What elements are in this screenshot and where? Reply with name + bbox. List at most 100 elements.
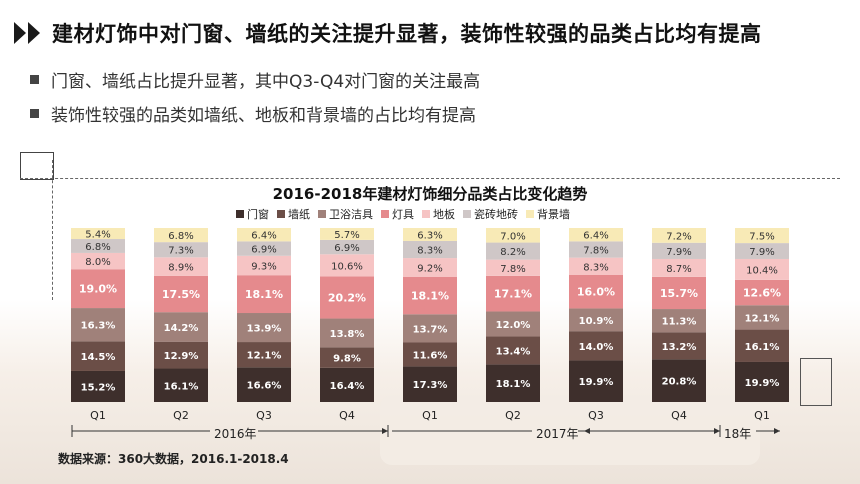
bullet-item: 装饰性较强的品类如墙纸、地板和背景墙的占比均有提高 [30, 96, 480, 130]
background-sofa [380, 395, 760, 465]
arrow-head-icon [382, 428, 388, 434]
year-label: 2017年 [536, 427, 579, 441]
data-label: 20.2% [328, 291, 366, 304]
legend-item: 地板 [422, 206, 455, 222]
data-label: 6.3% [417, 230, 442, 241]
data-label: 6.4% [251, 231, 276, 242]
bar-segment [652, 242, 706, 259]
category-label: Q2 [505, 409, 521, 422]
data-label: 14.0% [579, 342, 614, 353]
data-label: 15.2% [81, 382, 116, 393]
legend-item: 墙纸 [277, 206, 310, 222]
bar-segment [486, 336, 540, 365]
bar-segment [403, 258, 457, 277]
arrow-head-icon [584, 428, 590, 434]
category-label: Q1 [422, 409, 438, 422]
bar-segment [237, 275, 291, 314]
bar-segment [320, 318, 374, 348]
bar-segment [486, 311, 540, 337]
bar-segment [237, 255, 291, 276]
data-label: 16.6% [247, 381, 282, 392]
bar-segment [569, 360, 623, 402]
bullet-square-icon [30, 108, 39, 118]
bar-segment [403, 314, 457, 343]
chart-title: 2016-2018年建材灯饰细分品类占比变化趋势 [272, 185, 588, 203]
bar-segment [403, 342, 457, 367]
legend-swatch [526, 210, 534, 218]
data-label: 12.9% [164, 351, 199, 362]
bar-segment [569, 331, 623, 361]
bar-segment [403, 366, 457, 402]
bar-segment [652, 258, 706, 277]
arrow-head-icon [714, 428, 720, 434]
data-label: 17.5% [162, 288, 200, 301]
category-label: Q1 [90, 409, 106, 422]
bar-segment [652, 359, 706, 402]
legend-item: 门窗 [236, 206, 269, 222]
data-label: 14.2% [164, 323, 199, 334]
legend-item: 背景墙 [526, 206, 570, 222]
data-label: 7.9% [666, 247, 691, 258]
bar-segment [320, 347, 374, 368]
data-label: 18.1% [245, 288, 283, 301]
bar-segment [486, 242, 540, 260]
bar-segment [652, 228, 706, 243]
data-label: 7.8% [583, 246, 608, 257]
bar-segment [652, 309, 706, 333]
bar-segment [569, 308, 623, 332]
year-label: 18年 [724, 427, 752, 441]
legend-label: 墙纸 [288, 208, 310, 221]
bar-segment [735, 258, 789, 280]
data-label: 7.0% [500, 231, 525, 242]
bar-segment [154, 242, 208, 258]
data-label: 10.9% [579, 316, 614, 327]
data-label: 16.1% [164, 381, 199, 392]
data-label: 9.3% [251, 261, 276, 272]
bar-segment [403, 228, 457, 241]
chart-legend: 门窗 墙纸 卫浴洁具 灯具 地板 瓷砖地砖 背景墙 [236, 206, 578, 222]
data-label: 18.1% [411, 290, 449, 303]
bar-segment [320, 228, 374, 240]
data-label: 8.7% [666, 264, 691, 275]
data-label: 17.3% [413, 380, 448, 391]
legend-swatch [236, 210, 244, 218]
data-label: 7.2% [666, 231, 691, 242]
bar-segment [486, 364, 540, 402]
bar-segment [735, 243, 789, 259]
data-label: 8.9% [168, 263, 193, 274]
data-label: 18.1% [496, 379, 531, 390]
bullet-square-icon [30, 74, 39, 84]
bar-segment [154, 312, 208, 342]
data-label: 7.5% [749, 232, 774, 243]
bar-segment [652, 276, 706, 310]
bullet-text: 门窗、墙纸占比提升显著，其中Q3-Q4对门窗的关注最高 [51, 71, 481, 92]
data-label: 12.0% [496, 320, 531, 331]
bar-segment [735, 228, 789, 244]
data-label: 13.7% [413, 324, 448, 335]
data-label: 7.8% [500, 264, 525, 275]
bar-segment [569, 241, 623, 258]
decorative-frame [800, 358, 832, 406]
data-label: 17.1% [494, 288, 532, 301]
bar-segment [71, 308, 125, 342]
bar-segment [652, 332, 706, 360]
legend-item: 卫浴洁具 [318, 206, 373, 222]
decorative-dashed-line [20, 178, 840, 179]
bar-segment [735, 305, 789, 330]
data-label: 19.0% [79, 283, 117, 296]
data-label: 5.7% [334, 230, 359, 241]
bar-segment [154, 275, 208, 313]
data-label: 16.4% [330, 381, 365, 392]
data-label: 14.5% [81, 352, 116, 363]
slide-header: 建材灯饰中对门窗、墙纸的关注提升显著，装饰性较强的品类占比均有提高 [14, 18, 762, 48]
data-label: 10.6% [331, 261, 363, 272]
data-label: 11.3% [662, 317, 697, 328]
bar-segment [71, 370, 125, 402]
legend-swatch [277, 210, 285, 218]
data-label: 8.3% [583, 262, 608, 273]
data-label: 16.3% [81, 321, 116, 332]
bar-segment [71, 341, 125, 371]
category-label: Q4 [339, 409, 355, 422]
bullet-text: 装饰性较强的品类如墙纸、地板和背景墙的占比均有提高 [51, 105, 476, 126]
